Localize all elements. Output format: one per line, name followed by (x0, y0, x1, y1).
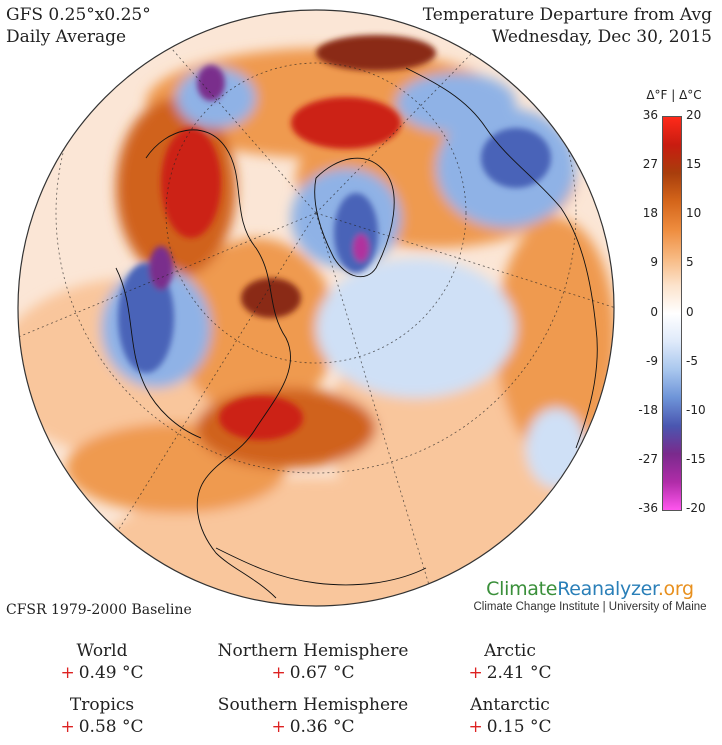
stat-value: 0.15 °C (486, 717, 552, 737)
legend-tick-celsius: -10 (686, 402, 706, 417)
legend-tick-celsius: 20 (686, 108, 702, 122)
stat-label: Tropics (69, 695, 135, 715)
legend-tick-fahrenheit: 18 (642, 206, 658, 221)
greenland-extreme-cold-spot (353, 234, 369, 262)
averaging-period: Daily Average (6, 27, 127, 47)
legend-tick-celsius: -15 (686, 451, 706, 466)
map-title: Temperature Departure from Avg (422, 5, 712, 25)
stat-value: 0.36 °C (289, 717, 355, 737)
brand-name-part1: Climate (486, 578, 558, 600)
east-asia-warm-region (496, 218, 614, 458)
stat-world: World +0.49 °C (0, 640, 212, 684)
legend-tick-fahrenheit: -18 (638, 402, 658, 417)
color-bar (662, 116, 682, 511)
color-legend: Δ°F | Δ°C 36 20 27 15 18 10 9 5 0 0 -9 -5 -18 -10 -27 -… (628, 86, 720, 516)
chukotka-very-cold-spot (197, 65, 225, 101)
brand-name-part3: .org (657, 578, 694, 600)
temperature-anomaly-globe (17, 9, 615, 607)
header-left: GFS 0.25°x0.25° Daily Average (6, 4, 151, 48)
hudson-bay-hot-spot (241, 278, 301, 318)
stat-antarctic: Antarctic +0.15 °C (400, 694, 620, 738)
north-atlantic-cool-region (316, 258, 516, 398)
legend-tick-celsius: 10 (686, 206, 702, 221)
legend-tick-celsius: -20 (686, 501, 706, 515)
stat-sign: + (468, 717, 483, 737)
brand-logo-text[interactable]: ClimateReanalyzer.org (470, 578, 710, 600)
globe-map (16, 8, 616, 608)
legend-tick-fahrenheit: 9 (650, 255, 658, 270)
brand-name-part2: Reanalyzer (557, 578, 658, 600)
greenland-cold-spot (334, 193, 378, 273)
legend-tick-fahrenheit: 0 (650, 304, 658, 319)
stat-sign: + (271, 717, 286, 737)
legend-tick-fahrenheit: 27 (642, 157, 658, 172)
stat-northern-hemisphere: Northern Hemisphere +0.67 °C (203, 640, 423, 684)
legend-tick-celsius: -5 (686, 353, 698, 368)
coastlines (115, 67, 598, 599)
legend-tick-fahrenheit: -9 (646, 353, 658, 368)
tropics-warm-region (86, 478, 546, 606)
asia-cool-patch (526, 408, 586, 488)
stat-southern-hemisphere: Southern Hemisphere +0.36 °C (203, 694, 423, 738)
eastern-us-hot-spot (219, 396, 303, 440)
baseline-label: CFSR 1979-2000 Baseline (6, 602, 192, 618)
model-name: GFS 0.25°x0.25° (6, 5, 151, 25)
siberia-cold-spot (481, 128, 551, 188)
alaska-hot-spot (161, 128, 221, 238)
stat-sign: + (60, 663, 75, 683)
stat-value: 0.49 °C (78, 663, 144, 683)
brand-subtitle: Climate Change Institute | University of… (473, 601, 707, 613)
legend-tick-celsius: 5 (686, 255, 694, 270)
scandinavia-cool-region (396, 73, 516, 133)
legend-tick-fahrenheit: -27 (638, 451, 658, 466)
stat-value: 2.41 °C (486, 663, 552, 683)
stat-value: 0.58 °C (78, 717, 144, 737)
stat-label: Arctic (484, 641, 536, 661)
legend-tick-celsius: 15 (686, 157, 702, 172)
stat-label: World (76, 641, 128, 661)
graticule (18, 10, 614, 606)
globe-outline (17, 9, 615, 607)
legend-tick-fahrenheit: 36 (642, 108, 658, 122)
rockies-very-cold-spot (149, 246, 173, 290)
stat-label: Antarctic (470, 695, 550, 715)
legend-tick-celsius: 0 (686, 304, 694, 319)
stat-value: 0.67 °C (289, 663, 355, 683)
stat-sign: + (60, 717, 75, 737)
stat-label: Northern Hemisphere (217, 641, 409, 661)
legend-tick-fahrenheit: -36 (638, 501, 658, 515)
arctic-hot-spot (291, 97, 401, 149)
north-pole-hot-spot (316, 35, 436, 71)
legend-units: Δ°F | Δ°C (646, 88, 702, 102)
stat-sign: + (271, 663, 286, 683)
stat-sign: + (468, 663, 483, 683)
stat-arctic: Arctic +2.41 °C (400, 640, 620, 684)
map-date: Wednesday, Dec 30, 2015 (491, 27, 712, 47)
canada-warm-region (176, 238, 336, 418)
stat-label: Southern Hemisphere (217, 695, 409, 715)
rockies-cold-spot (118, 263, 174, 373)
brand-block: ClimateReanalyzer.org Climate Change Ins… (470, 578, 710, 613)
stat-tropics: Tropics +0.58 °C (0, 694, 212, 738)
header-right: Temperature Departure from Avg Wednesday… (423, 4, 712, 48)
